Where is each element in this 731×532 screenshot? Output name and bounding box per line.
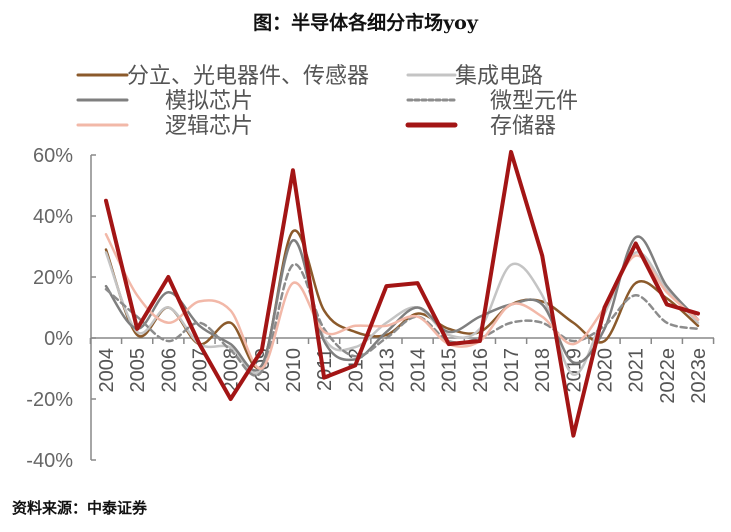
x-tick-label: 2004: [96, 348, 118, 393]
x-tick-label: 2022e: [657, 348, 679, 404]
x-tick-label: 2016: [470, 348, 492, 393]
x-tick-label: 2021: [626, 348, 648, 393]
legend-label: 模拟芯片: [165, 89, 253, 114]
y-tick-label: 60%: [33, 145, 73, 167]
x-tick-label: 2010: [283, 348, 305, 393]
x-tick-label: 2013: [376, 348, 398, 393]
x-tick-label: 2020: [595, 348, 617, 393]
legend-label: 集成电路: [455, 64, 543, 89]
x-tick-label: 2017: [501, 348, 523, 393]
x-tick-label: 2005: [127, 348, 149, 393]
x-tick-label: 2018: [532, 348, 554, 393]
x-tick-label: 2007: [189, 348, 211, 393]
legend-label: 微型元件: [490, 89, 578, 114]
y-tick-label: -20%: [26, 389, 73, 411]
series-line-5: [104, 149, 700, 438]
y-tick-label: 0%: [44, 328, 73, 350]
x-tick-label: 2006: [158, 348, 180, 393]
legend-label: 分立、光电器件、传感器: [127, 64, 369, 89]
source-note: 资料来源：中泰证券: [12, 499, 148, 517]
legend-label: 逻辑芯片: [165, 114, 253, 139]
x-tick-label: 2014: [408, 348, 430, 393]
chart-title: 图：半导体各细分市场yoy: [253, 12, 478, 34]
legend-label: 存储器: [490, 114, 556, 139]
y-tick-label: 20%: [33, 267, 73, 289]
x-tick-label: 2023e: [688, 348, 710, 404]
y-tick-label: 40%: [33, 206, 73, 228]
y-tick-label: -40%: [26, 450, 73, 472]
x-tick-label: 2015: [439, 348, 461, 393]
